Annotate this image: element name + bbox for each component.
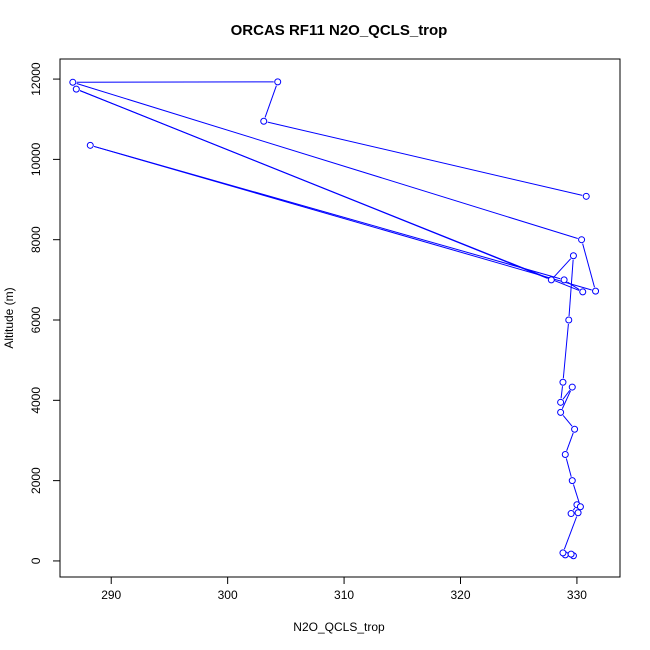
y-tick-label: 6000 [29, 306, 43, 333]
x-tick-label: 290 [101, 588, 121, 602]
series-segment [582, 243, 595, 288]
data-point [559, 378, 567, 386]
series-segment [560, 386, 563, 399]
data-point [582, 192, 590, 200]
data-point [86, 141, 94, 149]
series-segment [562, 323, 569, 379]
data-point [574, 509, 582, 517]
data-point [559, 549, 567, 557]
series-segment [93, 145, 592, 291]
series-layer [69, 78, 600, 560]
y-tick-label: 2000 [29, 467, 43, 494]
series-segment [565, 458, 572, 477]
data-point [576, 503, 584, 511]
data-point [547, 276, 555, 284]
data-point [571, 425, 579, 433]
series-segment [572, 484, 580, 504]
data-point [557, 408, 565, 416]
data-point [568, 477, 576, 485]
series-segment [562, 415, 573, 427]
series-segment [563, 516, 578, 550]
series-segment [79, 90, 580, 291]
y-tick-label: 8000 [29, 226, 43, 253]
data-point [578, 236, 586, 244]
series-segment [553, 258, 572, 278]
data-point [260, 117, 268, 125]
x-axis-label: N2O_QCLS_trop [293, 620, 385, 634]
series-segment [566, 432, 574, 451]
data-point [274, 78, 282, 86]
x-axis: 290 300 310 320 330 [101, 577, 587, 602]
x-tick-label: 330 [567, 588, 587, 602]
data-point [69, 78, 77, 86]
data-point [579, 288, 587, 296]
series-segment [267, 121, 583, 196]
chart-title: ORCAS RF11 N2O_QCLS_trop [231, 22, 448, 39]
series-segment [568, 259, 574, 317]
x-tick-label: 300 [218, 588, 238, 602]
data-point [72, 85, 80, 93]
x-tick-label: 320 [450, 588, 470, 602]
data-point [568, 383, 576, 391]
data-point [565, 316, 573, 324]
series-segment [264, 85, 277, 118]
x-tick-label: 310 [334, 588, 354, 602]
y-tick-label: 10000 [29, 142, 43, 176]
series-segment [76, 82, 578, 239]
data-point [567, 510, 575, 518]
y-tick-label: 12000 [29, 62, 43, 96]
data-point [567, 550, 575, 558]
data-point [592, 287, 600, 295]
series-segment [562, 389, 571, 400]
series-segment [572, 507, 576, 511]
y-tick-label: 4000 [29, 387, 43, 414]
y-tick-label: 0 [29, 557, 43, 564]
y-axis: 0 2000 4000 6000 8000 10000 12000 [29, 62, 60, 564]
data-point [560, 276, 568, 284]
data-point [569, 252, 577, 260]
series-segment [561, 390, 572, 409]
plot-frame [59, 58, 621, 578]
data-point [561, 451, 569, 459]
y-axis-label: Altitude (m) [2, 287, 16, 348]
data-point [557, 398, 565, 406]
